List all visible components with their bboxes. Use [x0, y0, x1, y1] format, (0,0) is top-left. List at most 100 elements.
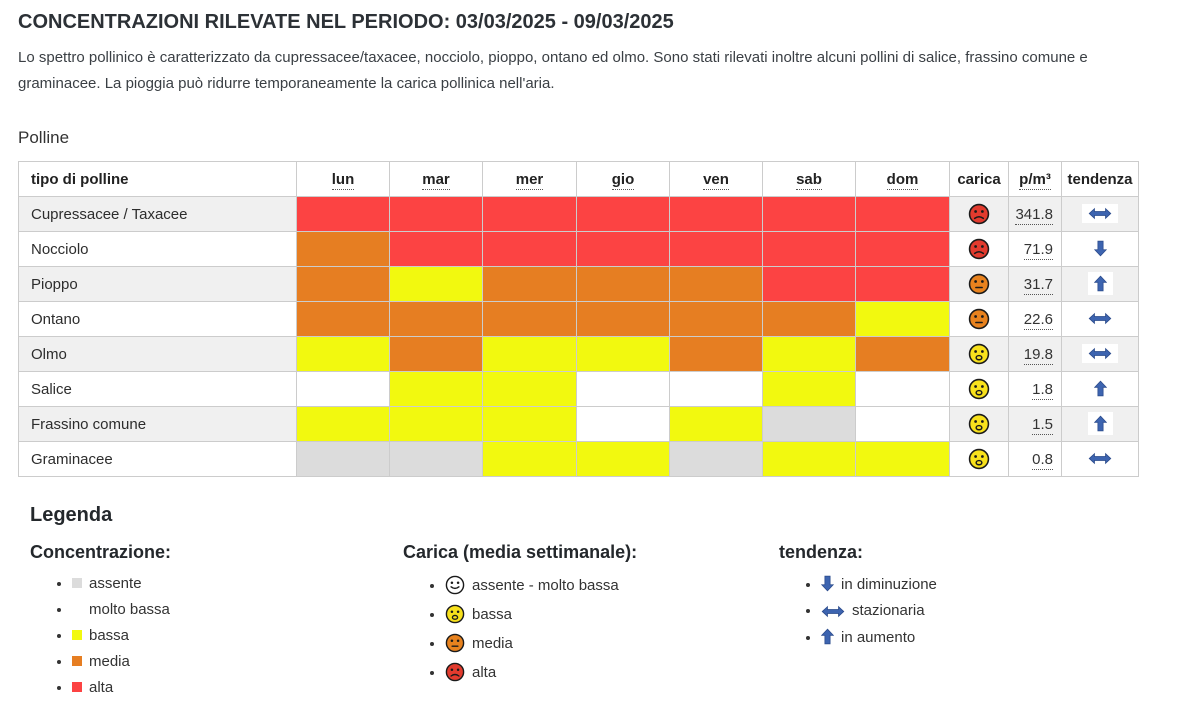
- legend-item-tendenza: in diminuzione: [820, 575, 937, 593]
- legend-carica-heading: Carica (media settimanale):: [403, 542, 638, 562]
- arrow-up-icon: [1087, 412, 1113, 435]
- legend-concentration-heading: Concentrazione:: [30, 542, 172, 562]
- day-concentration-cell-ven-molto_bassa: [669, 371, 763, 407]
- day-concentration-cell-lun-molto_bassa: [296, 371, 390, 407]
- day-concentration-cell-gio-bassa: [576, 441, 670, 477]
- pm3-value[interactable]: 31.7: [1023, 275, 1053, 295]
- day-concentration-cell-dom-alta: [855, 196, 950, 232]
- tendenza-cell: [1061, 406, 1139, 442]
- day-concentration-cell-sab-bassa: [762, 371, 856, 407]
- arrow-up-icon: [820, 628, 835, 645]
- day-concentration-cell-dom-bassa: [855, 301, 950, 337]
- column-header-day-ven: ven: [669, 161, 763, 197]
- day-abbreviation[interactable]: sab: [796, 170, 822, 190]
- pollen-type-label: Salice: [18, 371, 297, 407]
- day-concentration-cell-ven-alta: [669, 231, 763, 267]
- day-concentration-cell-sab-bassa: [762, 336, 856, 372]
- arrow-up-icon: [1087, 377, 1113, 400]
- column-header-pm3: p/m³: [1008, 161, 1062, 197]
- carica-cell: [949, 301, 1009, 337]
- legend-item-concentration-media: media: [72, 653, 403, 670]
- color-swatch-bassa: [72, 630, 82, 640]
- pollen-type-label: Olmo: [18, 336, 297, 372]
- day-abbreviation[interactable]: ven: [703, 170, 729, 190]
- legend-item-concentration-bassa: bassa: [72, 627, 403, 644]
- day-concentration-cell-gio-alta: [576, 196, 670, 232]
- table-header-row: tipo di polline lun mar mer gio ven sab dom cari…: [18, 161, 1139, 197]
- tendenza-cell: [1061, 196, 1139, 232]
- tendenza-cell: [1061, 441, 1139, 477]
- arrow-left-right-icon: [821, 605, 845, 618]
- day-concentration-cell-mer-bassa: [482, 336, 577, 372]
- legend-item-concentration-alta: alta: [72, 679, 403, 696]
- orange-neutral-face-icon: [968, 308, 990, 330]
- table-row: Olmo 19.8: [18, 336, 1139, 372]
- legend-item-label: media: [89, 653, 130, 670]
- pollen-table: tipo di polline lun mar mer gio ven sab dom cari…: [18, 161, 1139, 477]
- day-concentration-cell-dom-alta: [855, 266, 950, 302]
- day-abbreviation[interactable]: dom: [886, 170, 919, 190]
- color-swatch-assente: [72, 578, 82, 588]
- tendenza-cell: [1061, 301, 1139, 337]
- yellow-frown-face-icon: [968, 413, 990, 435]
- pollen-type-label: Graminacee: [18, 441, 297, 477]
- day-concentration-cell-lun-assente: [296, 441, 390, 477]
- day-concentration-cell-sab-assente: [762, 406, 856, 442]
- pm3-value[interactable]: 71.9: [1023, 240, 1053, 260]
- day-concentration-cell-lun-bassa: [296, 406, 390, 442]
- pm3-value[interactable]: 1.8: [1032, 380, 1053, 400]
- day-concentration-cell-ven-media: [669, 336, 763, 372]
- day-concentration-cell-ven-bassa: [669, 406, 763, 442]
- legend-item-carica-assente_molto_bassa: assente - molto bassa: [445, 575, 779, 595]
- day-abbreviation[interactable]: gio: [611, 170, 635, 190]
- pm3-value[interactable]: 341.8: [1015, 205, 1053, 225]
- day-concentration-cell-dom-alta: [855, 231, 950, 267]
- carica-cell: [949, 231, 1009, 267]
- pm3-value[interactable]: 1.5: [1032, 415, 1053, 435]
- report-summary: Lo spettro pollinico è caratterizzato da…: [18, 49, 1088, 92]
- arrow-down-icon: [1087, 237, 1113, 260]
- legend-item-label: alta: [89, 679, 114, 696]
- pm3-value-cell: 341.8: [1008, 196, 1062, 232]
- legend-item-carica-media: media: [445, 633, 779, 653]
- day-abbreviation[interactable]: lun: [331, 170, 355, 190]
- day-concentration-cell-lun-media: [296, 301, 390, 337]
- legend-item-label: stazionaria: [852, 602, 925, 619]
- column-header-day-gio: gio: [576, 161, 670, 197]
- day-concentration-cell-lun-media: [296, 266, 390, 302]
- carica-cell: [949, 336, 1009, 372]
- table-row: Graminacee 0.8: [18, 441, 1139, 477]
- table-row: Cupressacee / Taxacee 341.8: [18, 196, 1139, 232]
- day-concentration-cell-sab-media: [762, 301, 856, 337]
- legend-section: Legenda Concentrazione: assente molto bas…: [30, 504, 1183, 705]
- pm3-value[interactable]: 0.8: [1032, 450, 1053, 470]
- pollen-type-label: Frassino comune: [18, 406, 297, 442]
- pm3-value[interactable]: 22.6: [1023, 310, 1053, 330]
- legend-item-label: bassa: [472, 606, 513, 623]
- column-header-day-mar: mar: [389, 161, 483, 197]
- carica-cell: [949, 406, 1009, 442]
- tendenza-cell: [1061, 231, 1139, 267]
- tendenza-cell: [1061, 336, 1139, 372]
- legend-columns: Concentrazione: assente molto bassa bassa m…: [30, 542, 1183, 705]
- pm3-value-cell: 1.5: [1008, 406, 1062, 442]
- pm3-abbreviation[interactable]: p/m³: [1019, 170, 1051, 190]
- day-concentration-cell-ven-media: [669, 266, 763, 302]
- yellow-frown-face-icon: [445, 604, 465, 624]
- day-concentration-cell-lun-media: [296, 231, 390, 267]
- day-concentration-cell-mar-media: [389, 336, 483, 372]
- day-concentration-cell-dom-media: [855, 336, 950, 372]
- column-header-tipo-di-polline: tipo di polline: [18, 161, 297, 197]
- legend-item-concentration-molto_bassa: molto bassa: [72, 601, 403, 618]
- day-abbreviation[interactable]: mer: [515, 170, 544, 190]
- table-row: Pioppo 31.7: [18, 266, 1139, 302]
- pm3-value[interactable]: 19.8: [1023, 345, 1053, 365]
- pollen-type-label: Cupressacee / Taxacee: [18, 196, 297, 232]
- day-concentration-cell-mer-bassa: [482, 441, 577, 477]
- day-concentration-cell-sab-alta: [762, 196, 856, 232]
- arrow-left-right-icon: [1082, 344, 1118, 363]
- column-header-day-dom: dom: [855, 161, 950, 197]
- day-concentration-cell-mar-bassa: [389, 406, 483, 442]
- day-abbreviation[interactable]: mar: [422, 170, 450, 190]
- legend-item-carica-alta: alta: [445, 662, 779, 682]
